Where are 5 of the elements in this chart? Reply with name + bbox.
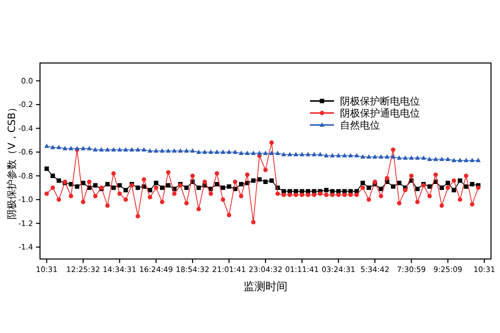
- legend-label: 自然电位: [340, 120, 380, 132]
- legend-label: 阴极保护断电电位: [340, 96, 420, 108]
- legend-label: 阴极保护通电电位: [340, 108, 420, 120]
- x-axis-title: 监测时间: [244, 280, 288, 293]
- y-axis-title: 阴极保护参数（V，CSB）: [6, 102, 18, 220]
